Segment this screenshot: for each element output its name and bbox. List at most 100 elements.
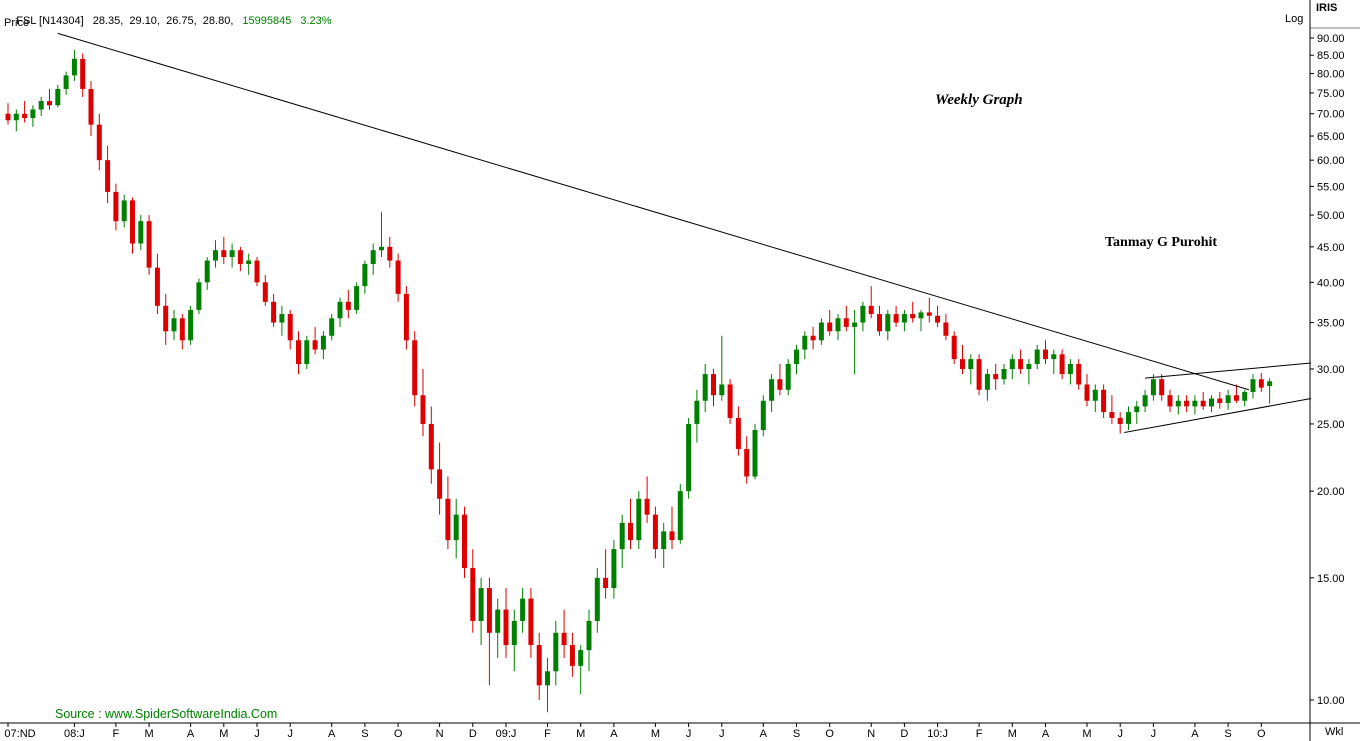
candle-body bbox=[312, 340, 318, 350]
candle-body bbox=[1267, 381, 1273, 387]
symbol-label: FSL [N14304] bbox=[16, 15, 84, 27]
y-tick-label: 10.00 bbox=[1317, 695, 1345, 707]
candle-body bbox=[910, 314, 916, 319]
candle-body bbox=[827, 322, 833, 332]
candle-body bbox=[644, 498, 650, 515]
x-tick-label: J bbox=[254, 728, 260, 740]
candle-body bbox=[1250, 379, 1256, 392]
y-tick-label: 35.00 bbox=[1317, 318, 1345, 330]
candle-body bbox=[179, 318, 185, 341]
x-tick-label: N bbox=[436, 728, 444, 740]
x-tick-label: A bbox=[1042, 728, 1050, 740]
candle-body bbox=[503, 609, 509, 646]
x-tick-label: D bbox=[900, 728, 908, 740]
candle-body bbox=[926, 312, 932, 316]
candle-body bbox=[163, 305, 169, 332]
candle-body bbox=[727, 384, 733, 418]
candle-body bbox=[769, 379, 775, 401]
candle-body bbox=[528, 598, 534, 646]
x-tick-label: 10:J bbox=[927, 728, 948, 740]
x-tick-label: M bbox=[651, 728, 660, 740]
candle-body bbox=[511, 620, 517, 646]
x-tick-label: A bbox=[328, 728, 336, 740]
candle-body bbox=[1001, 369, 1007, 380]
candle-body bbox=[652, 514, 658, 550]
analyst-credit-annotation: Tanmay G Purohit bbox=[1105, 235, 1218, 250]
candle-body bbox=[1150, 379, 1156, 396]
candle-body bbox=[785, 364, 791, 390]
y-tick-label: 80.00 bbox=[1317, 68, 1345, 80]
candle-body bbox=[246, 260, 252, 265]
candle-body bbox=[810, 335, 816, 341]
candle-body bbox=[55, 88, 61, 106]
y-tick-label: 20.00 bbox=[1317, 486, 1345, 498]
candle-body bbox=[1225, 395, 1231, 403]
candle-body bbox=[951, 335, 957, 360]
x-tick-label: J bbox=[287, 728, 293, 740]
candle-body bbox=[594, 577, 600, 621]
candle-body bbox=[138, 221, 144, 244]
candle-body bbox=[30, 109, 36, 119]
candle-body bbox=[445, 498, 451, 541]
x-tick-label: 08:J bbox=[64, 728, 85, 740]
x-tick-label: J bbox=[1151, 728, 1157, 740]
candle-body bbox=[196, 282, 202, 310]
x-tick-label: N bbox=[867, 728, 875, 740]
y-tick-label: 70.00 bbox=[1317, 109, 1345, 121]
candle-body bbox=[188, 309, 194, 341]
periodicity-label[interactable]: Wkl bbox=[1325, 726, 1344, 738]
candle-body bbox=[885, 314, 891, 332]
candle-body bbox=[852, 322, 858, 327]
channel-upper-line bbox=[1145, 362, 1312, 379]
x-tick-label: M bbox=[219, 728, 228, 740]
candle-body bbox=[619, 522, 625, 550]
y-tick-label: 40.00 bbox=[1317, 277, 1345, 289]
candle-body bbox=[661, 531, 667, 550]
y-tick-label: 15.00 bbox=[1317, 573, 1345, 585]
candle-body bbox=[1092, 389, 1098, 401]
log-scale-label[interactable]: Log bbox=[1285, 13, 1304, 25]
candle-body bbox=[403, 293, 409, 341]
candle-body bbox=[345, 301, 351, 310]
candle-body bbox=[1101, 389, 1107, 413]
candle-body bbox=[229, 250, 235, 258]
x-tick-label: M bbox=[1008, 728, 1017, 740]
candle-body bbox=[320, 335, 326, 350]
candle-body bbox=[22, 113, 28, 119]
candle-body bbox=[428, 423, 434, 470]
x-tick-label: S bbox=[793, 728, 800, 740]
candle-body bbox=[279, 314, 285, 323]
candle-body bbox=[669, 531, 675, 541]
candle-body bbox=[420, 395, 426, 424]
candle-body bbox=[794, 349, 799, 365]
candle-body bbox=[271, 301, 277, 323]
candle-body bbox=[702, 374, 708, 401]
candle-body bbox=[395, 260, 401, 294]
candle-body bbox=[1043, 349, 1048, 360]
candle-body bbox=[1134, 406, 1140, 413]
candle-body bbox=[1059, 354, 1065, 375]
iris-brand-label: IRIS bbox=[1316, 2, 1338, 14]
candle-body bbox=[486, 588, 492, 633]
candle-body bbox=[121, 200, 127, 222]
y-tick-label: 65.00 bbox=[1317, 131, 1345, 143]
candle-body bbox=[711, 374, 716, 396]
candle-body bbox=[63, 75, 69, 89]
candle-body bbox=[1076, 364, 1082, 385]
candle-body bbox=[412, 340, 418, 396]
weekly-graph-annotation: Weekly Graph bbox=[935, 92, 1023, 108]
candle-body bbox=[262, 282, 268, 302]
candle-body bbox=[1192, 400, 1198, 407]
y-tick-label: 90.00 bbox=[1317, 33, 1345, 45]
volume-value: 15995845 bbox=[242, 15, 292, 27]
candle-body bbox=[752, 430, 758, 477]
candle-body bbox=[677, 491, 683, 541]
candle-body bbox=[304, 340, 310, 365]
x-tick-label: M bbox=[576, 728, 585, 740]
candle-body bbox=[221, 250, 227, 258]
candle-body bbox=[893, 314, 899, 323]
candle-body bbox=[204, 260, 210, 283]
candle-body bbox=[860, 305, 866, 323]
candle-body bbox=[47, 101, 52, 106]
